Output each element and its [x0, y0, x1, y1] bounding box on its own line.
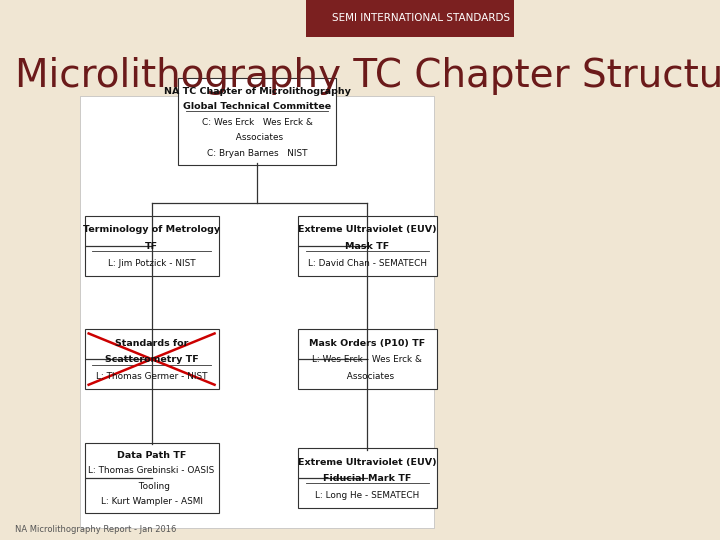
Text: L: Wes Erck - Wes Erck &: L: Wes Erck - Wes Erck & — [312, 355, 423, 364]
Text: L: Jim Potzick - NIST: L: Jim Potzick - NIST — [108, 259, 195, 268]
Text: Microlithography TC Chapter Structure: Microlithography TC Chapter Structure — [15, 57, 720, 94]
Text: Extreme Ultraviolet (EUV): Extreme Ultraviolet (EUV) — [298, 225, 437, 234]
Text: NA Microlithography Report - Jan 2016: NA Microlithography Report - Jan 2016 — [15, 524, 177, 534]
Text: C: Bryan Barnes   NIST: C: Bryan Barnes NIST — [207, 149, 307, 158]
Text: Terminology of Metrology: Terminology of Metrology — [83, 225, 220, 234]
Text: Global Technical Committee: Global Technical Committee — [183, 102, 331, 111]
FancyBboxPatch shape — [84, 329, 219, 389]
FancyBboxPatch shape — [80, 96, 434, 528]
Text: Fiducial Mark TF: Fiducial Mark TF — [323, 474, 412, 483]
Text: Mask Orders (P10) TF: Mask Orders (P10) TF — [310, 339, 426, 348]
FancyBboxPatch shape — [298, 329, 437, 389]
Text: Data Path TF: Data Path TF — [117, 451, 186, 460]
FancyBboxPatch shape — [84, 215, 219, 275]
Text: C: Wes Erck   Wes Erck &: C: Wes Erck Wes Erck & — [202, 118, 312, 127]
Text: Extreme Ultraviolet (EUV): Extreme Ultraviolet (EUV) — [298, 457, 437, 467]
Text: Standards for: Standards for — [115, 339, 189, 348]
Text: SEMI INTERNATIONAL STANDARDS: SEMI INTERNATIONAL STANDARDS — [332, 14, 510, 23]
Text: NA TC Chapter of Microlithography: NA TC Chapter of Microlithography — [163, 87, 351, 96]
Text: L: David Chan - SEMATECH: L: David Chan - SEMATECH — [308, 259, 427, 268]
FancyBboxPatch shape — [298, 215, 437, 275]
Text: TF: TF — [145, 242, 158, 251]
Text: Mask TF: Mask TF — [346, 242, 390, 251]
Text: Associates: Associates — [341, 372, 394, 381]
FancyBboxPatch shape — [298, 448, 437, 508]
Text: L: Thomas Grebinski - OASIS: L: Thomas Grebinski - OASIS — [89, 467, 215, 476]
Text: Associates: Associates — [230, 133, 284, 142]
FancyBboxPatch shape — [306, 0, 514, 37]
Text: L: Long He - SEMATECH: L: Long He - SEMATECH — [315, 491, 420, 500]
FancyBboxPatch shape — [179, 78, 336, 165]
Text: L: Kurt Wampler - ASMI: L: Kurt Wampler - ASMI — [101, 497, 202, 506]
Text: Tooling: Tooling — [133, 482, 170, 491]
Text: L: Thomas Germer - NIST: L: Thomas Germer - NIST — [96, 372, 207, 381]
Text: Scatterometry TF: Scatterometry TF — [104, 355, 199, 364]
FancyBboxPatch shape — [84, 443, 219, 513]
